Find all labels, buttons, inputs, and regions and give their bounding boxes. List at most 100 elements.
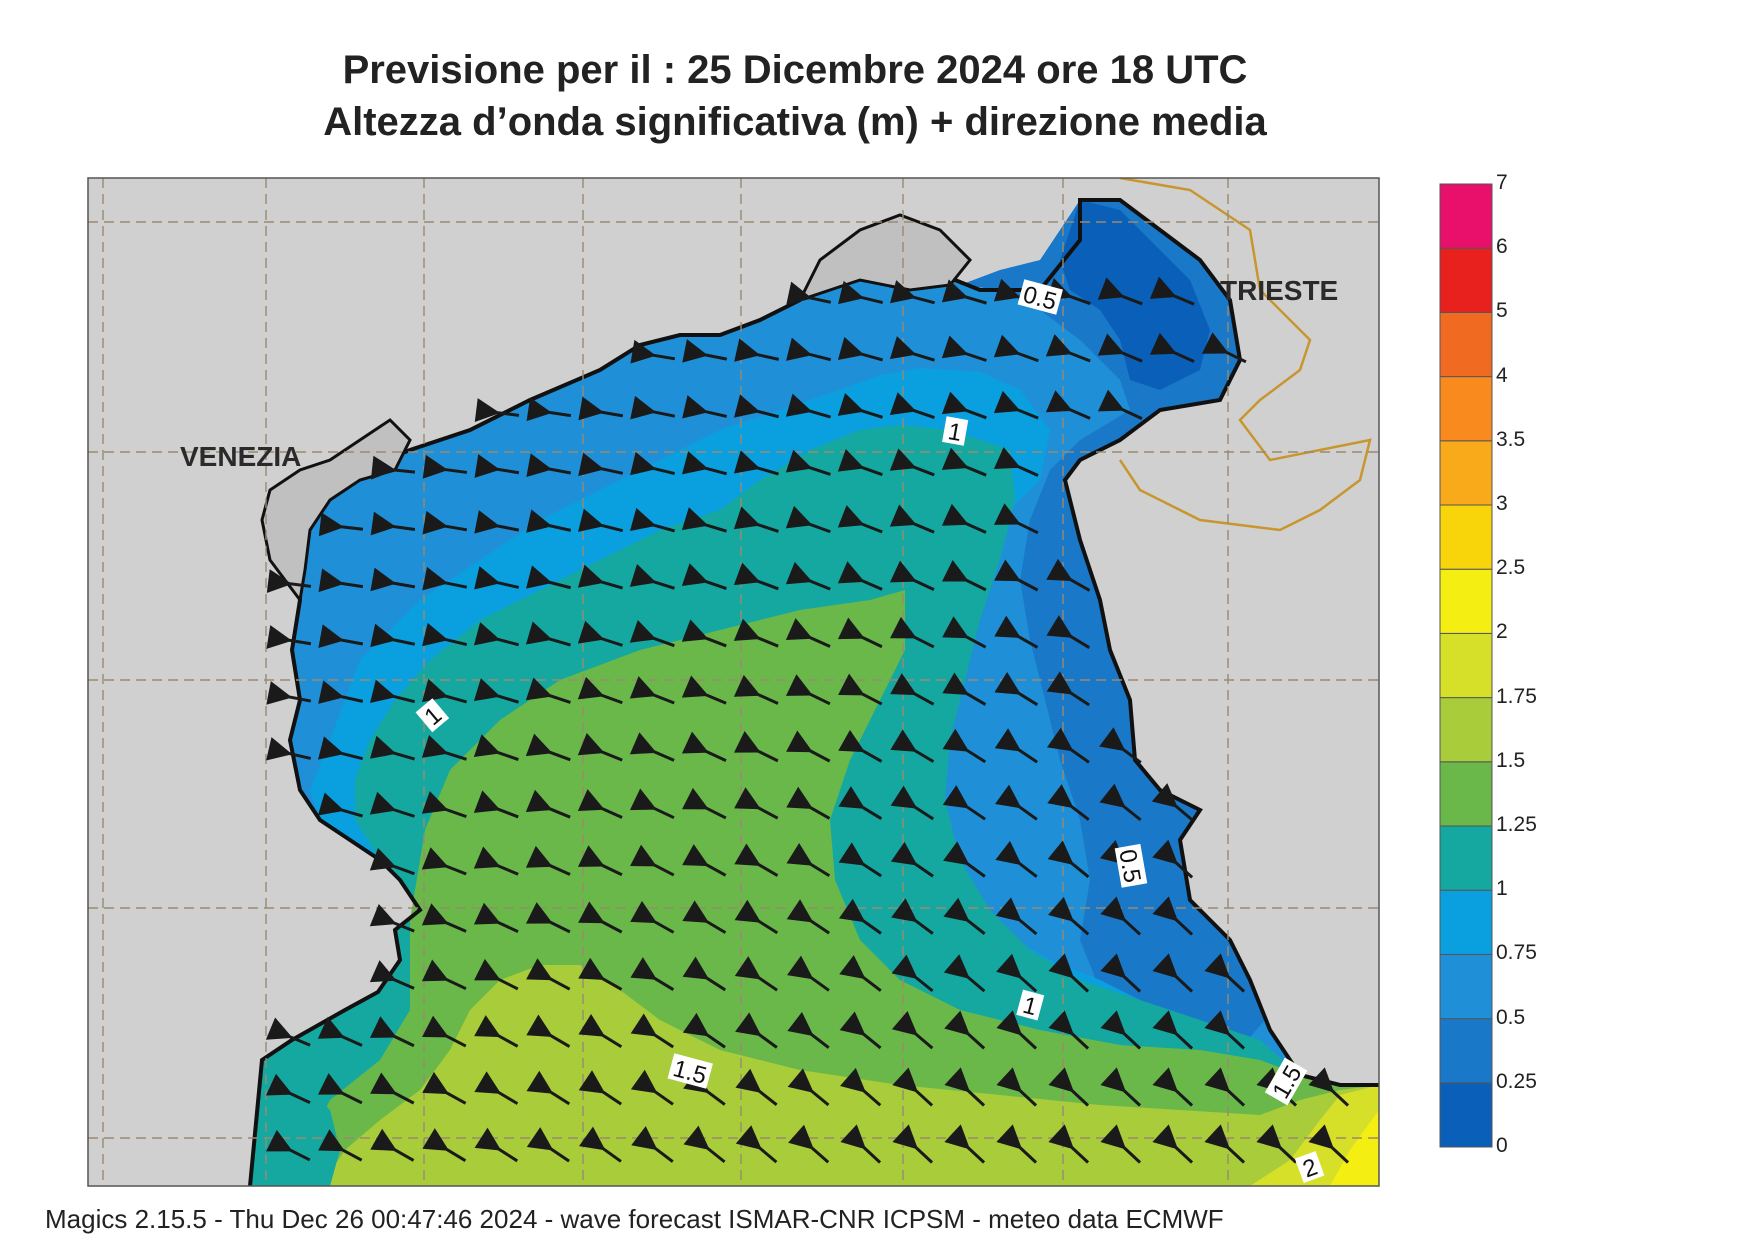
direction-arrow (474, 1071, 519, 1105)
direction-arrow (421, 903, 467, 933)
direction-arrow (786, 786, 831, 820)
legend-swatch (1439, 568, 1493, 634)
legend-swatch (1439, 376, 1493, 442)
direction-arrow (891, 898, 934, 935)
direction-arrow (474, 1127, 519, 1163)
direction-arrow (838, 280, 884, 305)
direction-arrow (1152, 896, 1194, 936)
direction-arrow (839, 1011, 882, 1050)
direction-arrow (1046, 727, 1090, 764)
legend-level-label: 0.5 (1496, 1005, 1526, 1029)
direction-arrow (786, 842, 831, 878)
direction-arrow (421, 678, 468, 704)
direction-arrow (1149, 276, 1195, 306)
direction-arrow (369, 1016, 415, 1048)
direction-arrow (993, 503, 1039, 535)
direction-arrow (577, 564, 623, 590)
legend-level-label: 1.25 (1496, 813, 1537, 836)
direction-arrow (994, 671, 1039, 707)
direction-arrow (1149, 332, 1195, 363)
direction-arrow (1047, 840, 1090, 879)
direction-arrow (629, 788, 675, 820)
direction-arrow (682, 339, 728, 363)
direction-arrow (682, 900, 727, 934)
direction-arrow (733, 450, 779, 476)
direction-arrow (942, 785, 986, 821)
direction-arrow (785, 561, 831, 591)
direction-arrow (1100, 953, 1142, 993)
direction-arrow (839, 955, 882, 992)
direction-arrow (630, 900, 675, 934)
direction-arrow (941, 391, 987, 420)
direction-arrow (995, 840, 1038, 878)
direction-arrow (733, 674, 779, 705)
legend-level-label: 1.5 (1496, 748, 1526, 772)
direction-arrow (422, 566, 468, 591)
direction-arrow (683, 1069, 726, 1106)
legend-swatch (1439, 889, 1493, 955)
direction-arrow (682, 956, 727, 992)
direction-arrow (317, 1073, 363, 1105)
direction-arrow (837, 392, 883, 419)
direction-arrow (578, 901, 623, 934)
direction-arrow (370, 567, 416, 592)
legend-swatch (1439, 1082, 1493, 1148)
legend-level-label: 5 (1496, 299, 1508, 323)
direction-arrow (943, 897, 986, 935)
direction-arrow (787, 1068, 830, 1107)
svg-text:1: 1 (946, 418, 964, 447)
legend-swatch (1439, 697, 1493, 763)
direction-arrow (944, 1124, 986, 1164)
direction-arrow (1152, 1010, 1194, 1050)
direction-arrow (317, 1016, 363, 1047)
direction-arrow (266, 737, 312, 761)
direction-arrow (422, 1015, 467, 1048)
legend-level-label: 0 (1496, 1134, 1508, 1157)
footer-credits: Magics 2.15.5 - Thu Dec 26 00:47:46 2024… (45, 1204, 1224, 1234)
direction-arrow (734, 787, 779, 820)
direction-arrow (473, 790, 519, 819)
direction-arrow (838, 673, 883, 706)
direction-arrow (1099, 783, 1142, 822)
direction-arrow (370, 679, 416, 704)
direction-arrow (1152, 839, 1194, 879)
direction-arrow (786, 899, 830, 935)
direction-arrow (474, 398, 520, 422)
direction-arrow (996, 1067, 1038, 1107)
national-border (1118, 178, 1372, 532)
contour-label: 2 (1294, 1151, 1325, 1183)
direction-arrow (838, 729, 883, 763)
direction-arrow (733, 506, 779, 533)
direction-arrow (629, 676, 675, 705)
direction-arrow (421, 847, 467, 876)
direction-arrow (369, 791, 415, 818)
direction-arrow (473, 846, 519, 876)
direction-arrow (891, 954, 934, 993)
direction-arrow (994, 728, 1038, 764)
direction-arrow (735, 1125, 778, 1164)
direction-arrow (996, 953, 1038, 993)
direction-arrow (629, 563, 675, 590)
direction-arrow (890, 673, 935, 706)
direction-arrow (944, 1010, 986, 1050)
direction-arrow (578, 508, 624, 533)
direction-arrow (889, 336, 935, 362)
svg-text:0.5: 0.5 (1113, 847, 1145, 885)
direction-arrow (1152, 1124, 1194, 1164)
direction-arrow (1100, 1124, 1142, 1164)
direction-arrow (681, 451, 728, 476)
direction-arrow (785, 674, 831, 706)
direction-arrow (526, 958, 571, 991)
direction-arrow (735, 1068, 778, 1106)
map-frame (87, 177, 1380, 1187)
direction-arrow (995, 897, 1038, 936)
direction-arrow (1097, 277, 1143, 306)
direction-arrow (525, 733, 571, 762)
direction-arrow (681, 619, 727, 648)
direction-arrow (1100, 1067, 1142, 1107)
direction-arrow (892, 1124, 934, 1164)
direction-arrow (681, 731, 727, 762)
direction-arrow (473, 734, 519, 761)
direction-arrow (266, 1129, 311, 1162)
